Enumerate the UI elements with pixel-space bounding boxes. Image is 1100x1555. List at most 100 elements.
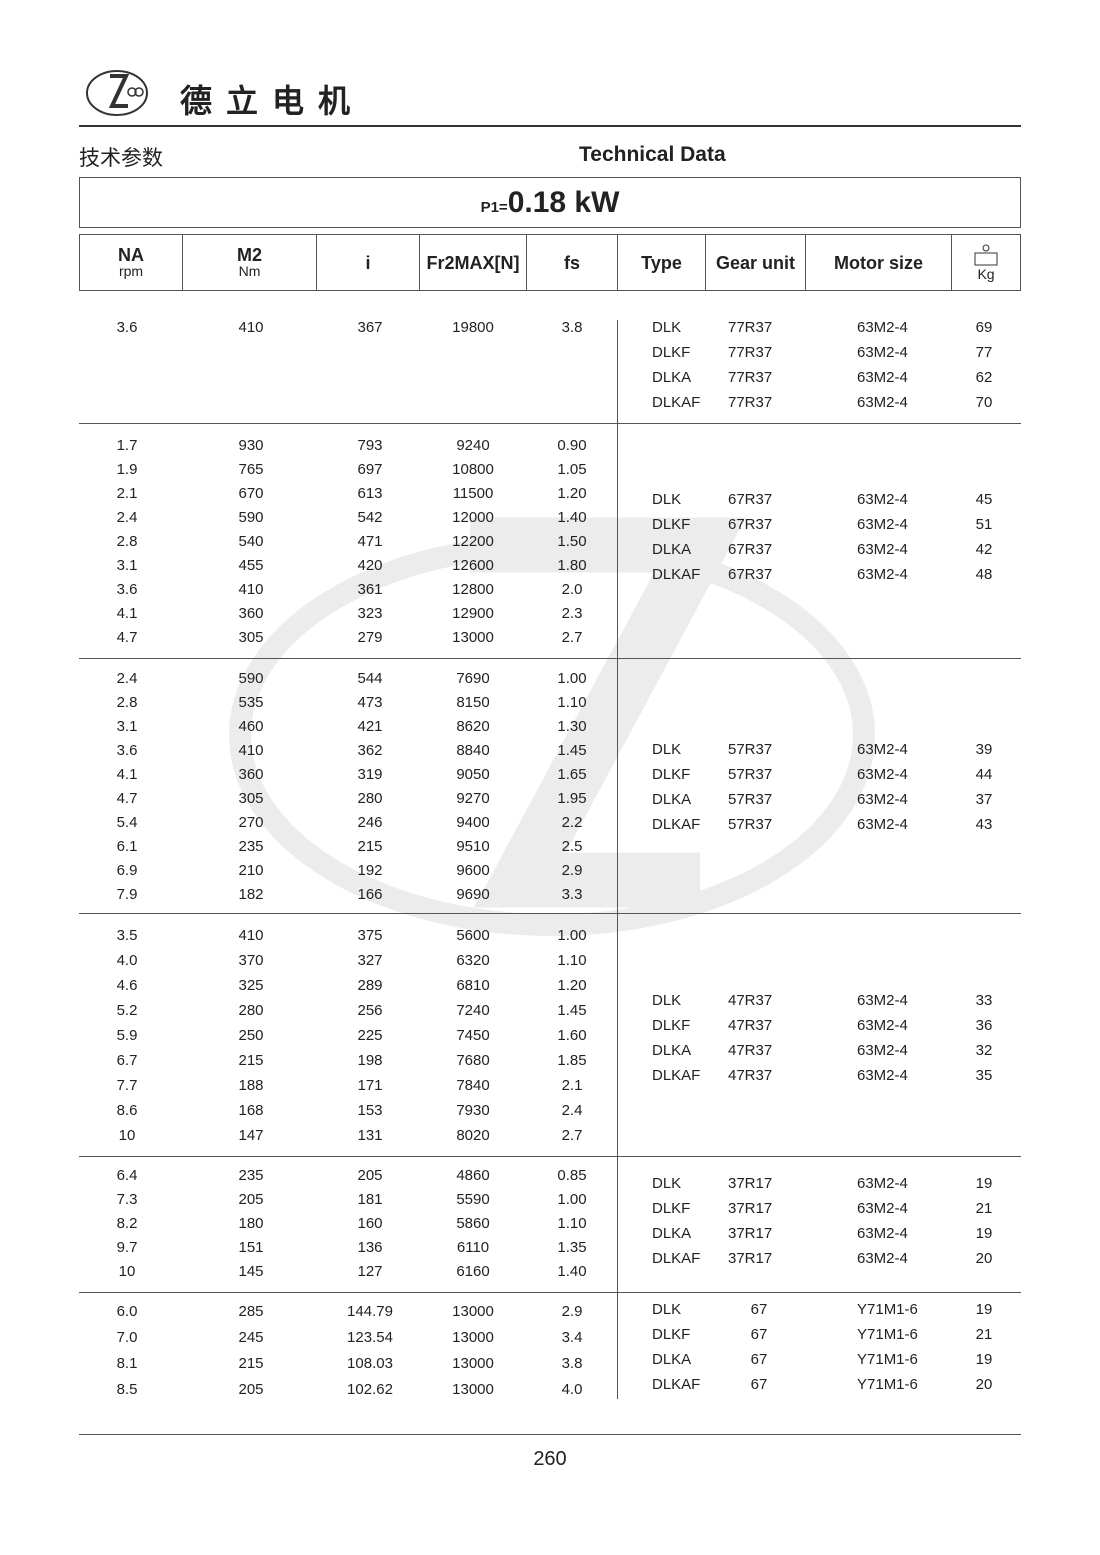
cell-ratio: 171 [357,1077,383,1094]
cell-type: DLKAF [652,1376,701,1393]
cell-torque: 182 [238,886,264,903]
cell-motor-size: 63M2-4 [857,1200,908,1217]
cell-torque: 410 [238,742,264,759]
cell-torque: 168 [238,1102,264,1119]
cell-ratio: 323 [357,605,383,622]
cell-speed: 4.6 [116,977,138,994]
group-separator [79,1156,1021,1157]
cell-speed: 5.4 [116,814,138,831]
cell-torque: 410 [238,581,264,598]
cell-ratio: 205 [357,1167,383,1184]
cell-motor-size: 63M2-4 [857,766,908,783]
cell-radial-force: 9240 [456,437,490,454]
cell-ratio: 471 [357,533,383,550]
cell-weight: 51 [975,516,993,533]
cell-motor-size: 63M2-4 [857,516,908,533]
cell-radial-force: 10800 [452,461,494,478]
cell-torque: 305 [238,790,264,807]
cell-speed: 2.8 [116,533,138,550]
cell-ratio: 327 [357,952,383,969]
cell-ratio: 421 [357,718,383,735]
cell-motor-size: Y71M1-6 [857,1326,918,1343]
cell-radial-force: 13000 [452,1355,494,1372]
cell-type: DLKA [652,541,692,558]
cell-ratio: 793 [357,437,383,454]
cell-speed: 6.1 [116,838,138,855]
cell-gear-unit: 67R37 [728,491,773,508]
table-header: NA rpm M2 Nm i Fr2MAX[N] fs Type Gear unit… [79,234,1021,291]
cell-weight: 69 [975,319,993,336]
cell-weight: 19 [975,1225,993,1242]
cell-radial-force: 7450 [456,1027,490,1044]
cell-radial-force: 5860 [456,1215,490,1232]
cell-ratio: 246 [357,814,383,831]
cell-motor-size: 63M2-4 [857,491,908,508]
cell-radial-force: 12000 [452,509,494,526]
cell-service-factor: 1.80 [557,557,587,574]
cell-ratio: 127 [357,1263,383,1280]
header-service-factor: fs [527,235,618,290]
cell-service-factor: 1.45 [557,742,587,759]
cell-radial-force: 7690 [456,670,490,687]
cell-speed: 3.6 [116,581,138,598]
power-rating: P1=0.18 kW [79,177,1021,228]
cell-weight: 33 [975,992,993,1009]
cell-ratio: 362 [357,742,383,759]
cell-speed: 2.1 [116,485,138,502]
cell-radial-force: 6110 [456,1239,490,1256]
cell-motor-size: Y71M1-6 [857,1376,918,1393]
cell-weight: 19 [975,1175,993,1192]
cell-radial-force: 13000 [452,1381,494,1398]
cell-gear-unit: 67 [750,1376,768,1393]
cell-radial-force: 11500 [452,485,494,502]
cell-ratio: 144.79 [347,1303,393,1320]
header-speed: NA rpm [80,235,183,290]
cell-motor-size: Y71M1-6 [857,1301,918,1318]
cell-type: DLKAF [652,816,701,833]
cell-weight: 44 [975,766,993,783]
cell-gear-unit: 47R37 [728,1042,773,1059]
cell-torque: 360 [238,766,264,783]
cell-service-factor: 2.9 [561,1303,583,1320]
cell-motor-size: 63M2-4 [857,1042,908,1059]
cell-service-factor: 3.8 [561,319,583,336]
cell-motor-size: 63M2-4 [857,992,908,1009]
cell-radial-force: 8150 [456,694,490,711]
cell-torque: 305 [238,629,264,646]
cell-gear-unit: 37R17 [728,1200,773,1217]
cell-speed: 7.9 [116,886,138,903]
cell-ratio: 375 [357,927,383,944]
header-motor-size: Motor size [806,235,952,290]
cell-service-factor: 1.60 [557,1027,587,1044]
cell-speed: 4.0 [116,952,138,969]
cell-gear-unit: 37R17 [728,1250,773,1267]
cell-type: DLKA [652,1042,692,1059]
cell-torque: 360 [238,605,264,622]
header-torque: M2 Nm [183,235,317,290]
power-label: P1= [480,199,508,216]
cell-ratio: 280 [357,790,383,807]
cell-torque: 280 [238,1002,264,1019]
cell-ratio: 473 [357,694,383,711]
cell-ratio: 131 [357,1127,383,1144]
cell-service-factor: 1.10 [557,952,587,969]
group-separator [79,1292,1021,1293]
cell-gear-unit: 57R37 [728,791,773,808]
cell-gear-unit: 67R37 [728,516,773,533]
footer-rule [79,1434,1021,1435]
cell-radial-force: 9400 [456,814,490,831]
cell-type: DLKF [652,516,691,533]
cell-torque: 285 [238,1303,264,1320]
cell-speed: 3.1 [116,557,138,574]
brand-logo [86,70,148,116]
cell-type: DLKF [652,766,691,783]
cell-torque: 215 [238,1355,264,1372]
cell-service-factor: 2.5 [561,838,583,855]
cell-torque: 325 [238,977,264,994]
cell-ratio: 166 [357,886,383,903]
cell-gear-unit: 47R37 [728,1017,773,1034]
group-separator [79,423,1021,424]
cell-speed: 9.7 [116,1239,138,1256]
cell-motor-size: 63M2-4 [857,1225,908,1242]
